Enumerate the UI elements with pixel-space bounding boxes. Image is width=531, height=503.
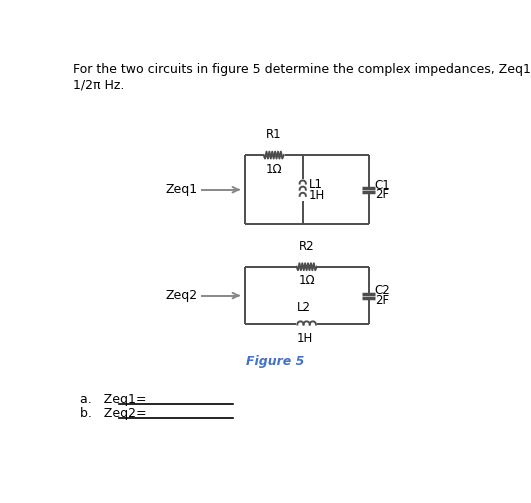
Text: 2F: 2F: [375, 188, 389, 201]
Text: 1Ω: 1Ω: [266, 163, 282, 176]
Text: Figure 5: Figure 5: [246, 355, 305, 368]
Text: 1H: 1H: [296, 332, 312, 345]
Text: C1: C1: [375, 179, 391, 192]
Text: b.   Zeq2=: b. Zeq2=: [80, 407, 147, 421]
Text: L1: L1: [309, 178, 323, 191]
Text: Zeq1: Zeq1: [166, 183, 198, 196]
Text: 1H: 1H: [309, 189, 325, 202]
Text: Zeq2: Zeq2: [166, 289, 198, 302]
Text: R2: R2: [299, 240, 314, 253]
Text: L2: L2: [297, 301, 311, 314]
Text: For the two circuits in figure 5 determine the complex impedances, Zeq1 and Zeq2: For the two circuits in figure 5 determi…: [73, 63, 531, 92]
Text: C2: C2: [375, 285, 391, 297]
Text: R1: R1: [266, 128, 281, 141]
Text: a.   Zeq1=: a. Zeq1=: [80, 393, 147, 406]
Text: 1Ω: 1Ω: [298, 275, 315, 287]
Text: 2F: 2F: [375, 294, 389, 307]
